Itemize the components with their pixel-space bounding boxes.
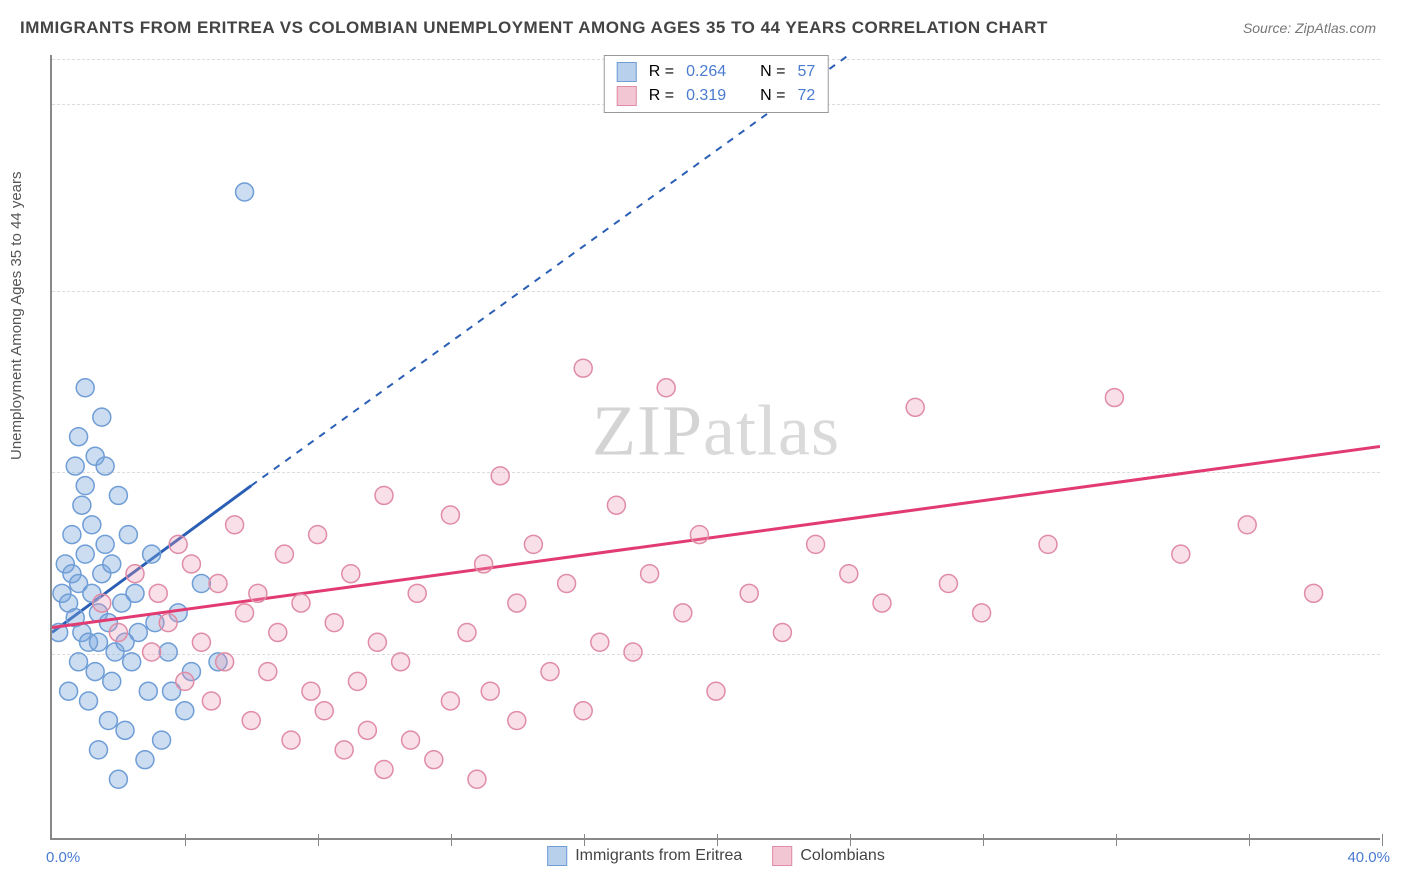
swatch-eritrea: [617, 62, 637, 82]
legend-label-eritrea: Immigrants from Eritrea: [575, 847, 742, 865]
y-tick-label: 3.8%: [1390, 645, 1406, 662]
n-label: N =: [760, 87, 785, 105]
legend-label-colombians: Colombians: [800, 847, 884, 865]
legend-row-colombians: R = 0.319 N = 72: [617, 84, 816, 108]
legend-item-eritrea: Immigrants from Eritrea: [547, 846, 742, 866]
y-tick-label: 11.2%: [1390, 282, 1406, 299]
legend-correlation: R = 0.264 N = 57 R = 0.319 N = 72: [604, 55, 829, 113]
legend-series: Immigrants from Eritrea Colombians: [547, 846, 885, 866]
legend-item-colombians: Colombians: [772, 846, 884, 866]
r-value-eritrea: 0.264: [686, 63, 726, 81]
n-label: N =: [760, 63, 785, 81]
r-value-colombians: 0.319: [686, 87, 726, 105]
x-axis-min: 0.0%: [46, 849, 80, 866]
source-attribution: Source: ZipAtlas.com: [1243, 20, 1376, 36]
x-axis-max: 40.0%: [1347, 849, 1390, 866]
y-axis-label: Unemployment Among Ages 35 to 44 years: [8, 171, 25, 460]
n-value-colombians: 72: [797, 87, 815, 105]
r-label: R =: [649, 87, 674, 105]
plot-area: ZIPatlas 3.8%7.5%11.2%15.0% R = 0.264 N …: [50, 55, 1380, 840]
swatch-colombians: [617, 86, 637, 106]
swatch-colombians-icon: [772, 846, 792, 866]
y-tick-label: 15.0%: [1390, 96, 1406, 113]
n-value-eritrea: 57: [797, 63, 815, 81]
y-tick-label: 7.5%: [1390, 464, 1406, 481]
legend-row-eritrea: R = 0.264 N = 57: [617, 60, 816, 84]
r-label: R =: [649, 63, 674, 81]
scatter-svg: [52, 55, 1380, 838]
swatch-eritrea-icon: [547, 846, 567, 866]
chart-title: IMMIGRANTS FROM ERITREA VS COLOMBIAN UNE…: [20, 18, 1048, 38]
